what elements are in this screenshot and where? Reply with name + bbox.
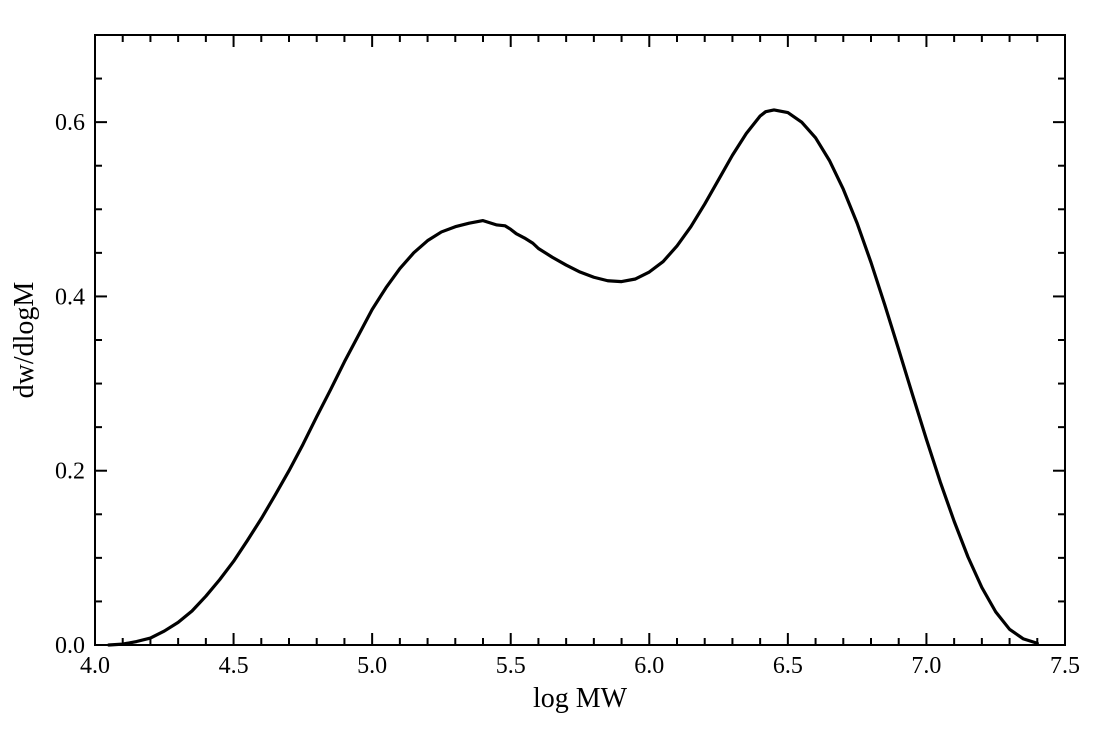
y-major-tick-group — [95, 122, 1065, 645]
y-axis-label: dw/dlogM — [9, 282, 40, 399]
y-tick-label: 0.4 — [55, 284, 85, 310]
y-tick-label: 0.0 — [55, 633, 85, 659]
x-tick-label: 7.0 — [911, 653, 941, 679]
x-tick-label: 6.0 — [634, 653, 664, 679]
series-distribution — [109, 110, 1037, 645]
x-tick-label: 4.5 — [219, 653, 249, 679]
x-tick-label: 5.0 — [357, 653, 387, 679]
y-minor-tick-group — [95, 35, 1065, 601]
chart-svg: 4.04.55.05.56.06.57.07.5 0.00.20.40.6 lo… — [0, 0, 1095, 741]
x-minor-tick-group — [123, 35, 1038, 645]
mw-distribution-chart: 4.04.55.05.56.06.57.07.5 0.00.20.40.6 lo… — [0, 0, 1095, 741]
y-tick-label: 0.6 — [55, 110, 85, 136]
x-tick-label: 7.5 — [1050, 653, 1080, 679]
x-tick-label: 6.5 — [773, 653, 803, 679]
x-axis-label: log MW — [533, 683, 628, 714]
y-tick-label-group: 0.0 0.2 0.4 0.6 — [55, 110, 85, 659]
y-tick-label: 0.2 — [55, 459, 85, 485]
x-tick-label-group: 4.04.55.05.56.06.57.07.5 — [80, 653, 1080, 679]
x-tick-label: 5.5 — [496, 653, 526, 679]
